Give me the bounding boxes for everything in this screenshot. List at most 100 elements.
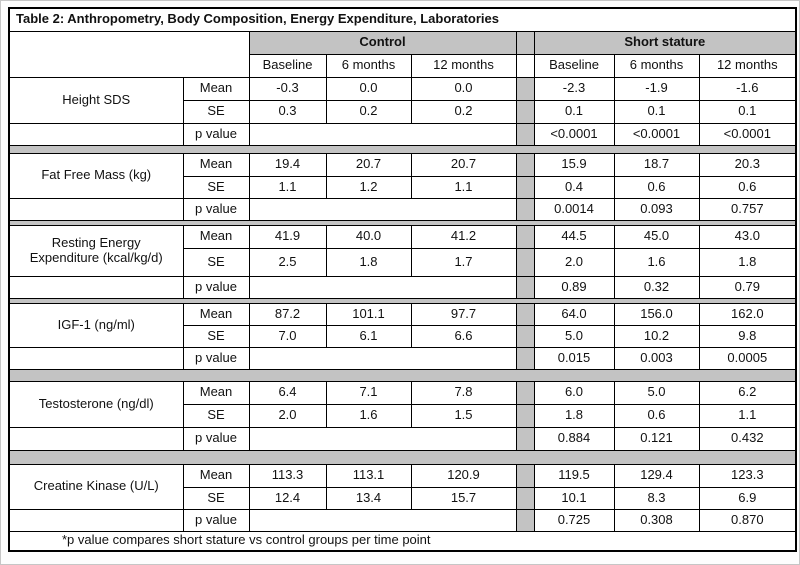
se-value: 1.8 [533, 403, 615, 428]
mean-value: 41.2 [410, 224, 517, 249]
p-value: 0.32 [613, 275, 700, 299]
divider-cell [515, 426, 535, 451]
se-value: 7.0 [248, 324, 327, 348]
control-p-empty-cell [248, 197, 517, 221]
measure-label-empty [8, 122, 184, 146]
se-value: 1.8 [325, 247, 412, 277]
mean-value: 87.2 [248, 302, 327, 326]
control-timepoint-header: 12 months [410, 53, 517, 78]
p-value: 0.870 [698, 508, 797, 532]
se-value: 6.6 [410, 324, 517, 348]
mean-value: 15.9 [533, 152, 615, 177]
p-value: 0.015 [533, 346, 615, 370]
se-value: 10.2 [613, 324, 700, 348]
p-value: 0.79 [698, 275, 797, 299]
control-p-empty-cell [248, 426, 517, 451]
se-value: 0.2 [410, 99, 517, 124]
se-value: 1.6 [325, 403, 412, 428]
measure-label-empty [8, 508, 184, 532]
control-p-empty-cell [248, 346, 517, 370]
table-title: Table 2: Anthropometry, Body Composition… [8, 7, 797, 32]
stat-label-se: SE [182, 99, 250, 124]
measure-label-empty [8, 275, 184, 299]
mean-value: 162.0 [698, 302, 797, 326]
mean-value: 123.3 [698, 463, 797, 488]
p-value: 0.432 [698, 426, 797, 451]
divider-cell [515, 324, 535, 348]
se-value: 0.1 [533, 99, 615, 124]
stat-label-mean: Mean [182, 224, 250, 249]
se-value: 1.1 [698, 403, 797, 428]
mean-value: 43.0 [698, 224, 797, 249]
divider-cell [515, 247, 535, 277]
se-value: 1.8 [698, 247, 797, 277]
stat-label-se: SE [182, 175, 250, 199]
se-value: 6.1 [325, 324, 412, 348]
mean-value: 6.0 [533, 380, 615, 405]
separator-row [8, 449, 797, 465]
stat-label-se: SE [182, 247, 250, 277]
mean-value: 129.4 [613, 463, 700, 488]
corner-empty-cell [8, 30, 250, 78]
stat-label-mean: Mean [182, 76, 250, 101]
mean-value: 64.0 [533, 302, 615, 326]
short-stature-group-header: Short stature [533, 30, 797, 55]
measure-label-fat-free-mass: Fat Free Mass (kg) [8, 152, 184, 199]
stat-label-p: p value [182, 426, 250, 451]
stat-label-mean: Mean [182, 380, 250, 405]
se-value: 0.4 [533, 175, 615, 199]
se-value: 8.3 [613, 486, 700, 510]
mean-value: 20.7 [325, 152, 412, 177]
short-timepoint-header: 12 months [698, 53, 797, 78]
se-value: 0.2 [325, 99, 412, 124]
mean-value: 97.7 [410, 302, 517, 326]
p-value: 0.89 [533, 275, 615, 299]
se-value: 12.4 [248, 486, 327, 510]
mean-value: 113.3 [248, 463, 327, 488]
control-p-empty-cell [248, 275, 517, 299]
mean-value: 20.7 [410, 152, 517, 177]
divider-cell [515, 122, 535, 146]
divider-cell [515, 175, 535, 199]
se-value: 15.7 [410, 486, 517, 510]
control-timepoint-header: Baseline [248, 53, 327, 78]
mean-value: -2.3 [533, 76, 615, 101]
measure-label-creatine-kinase: Creatine Kinase (U/L) [8, 463, 184, 510]
mean-value: 113.1 [325, 463, 412, 488]
mean-value: 6.2 [698, 380, 797, 405]
divider-cell [515, 224, 535, 249]
divider-cell [515, 463, 535, 488]
divider-cell [515, 346, 535, 370]
separator-row [8, 144, 797, 154]
stat-label-p: p value [182, 508, 250, 532]
mean-value: -0.3 [248, 76, 327, 101]
mean-value: 5.0 [613, 380, 700, 405]
mean-value: 45.0 [613, 224, 700, 249]
divider-cell [515, 508, 535, 532]
mean-value: -1.6 [698, 76, 797, 101]
p-value: <0.0001 [533, 122, 615, 146]
se-value: 10.1 [533, 486, 615, 510]
se-value: 1.2 [325, 175, 412, 199]
stat-label-se: SE [182, 486, 250, 510]
mean-value: -1.9 [613, 76, 700, 101]
mean-value: 101.1 [325, 302, 412, 326]
p-value: 0.003 [613, 346, 700, 370]
se-value: 0.6 [698, 175, 797, 199]
mean-value: 41.9 [248, 224, 327, 249]
se-value: 5.0 [533, 324, 615, 348]
stat-label-mean: Mean [182, 302, 250, 326]
se-value: 0.1 [613, 99, 700, 124]
stat-label-p: p value [182, 197, 250, 221]
se-value: 6.9 [698, 486, 797, 510]
control-p-empty-cell [248, 508, 517, 532]
anthropometry-table: Table 2: Anthropometry, Body Composition… [8, 7, 798, 552]
se-value: 1.1 [410, 175, 517, 199]
mean-value: 20.3 [698, 152, 797, 177]
short-timepoint-header: Baseline [533, 53, 615, 78]
se-value: 1.7 [410, 247, 517, 277]
divider-cell [515, 53, 535, 78]
divider-cell [515, 380, 535, 405]
short-timepoint-header: 6 months [613, 53, 700, 78]
